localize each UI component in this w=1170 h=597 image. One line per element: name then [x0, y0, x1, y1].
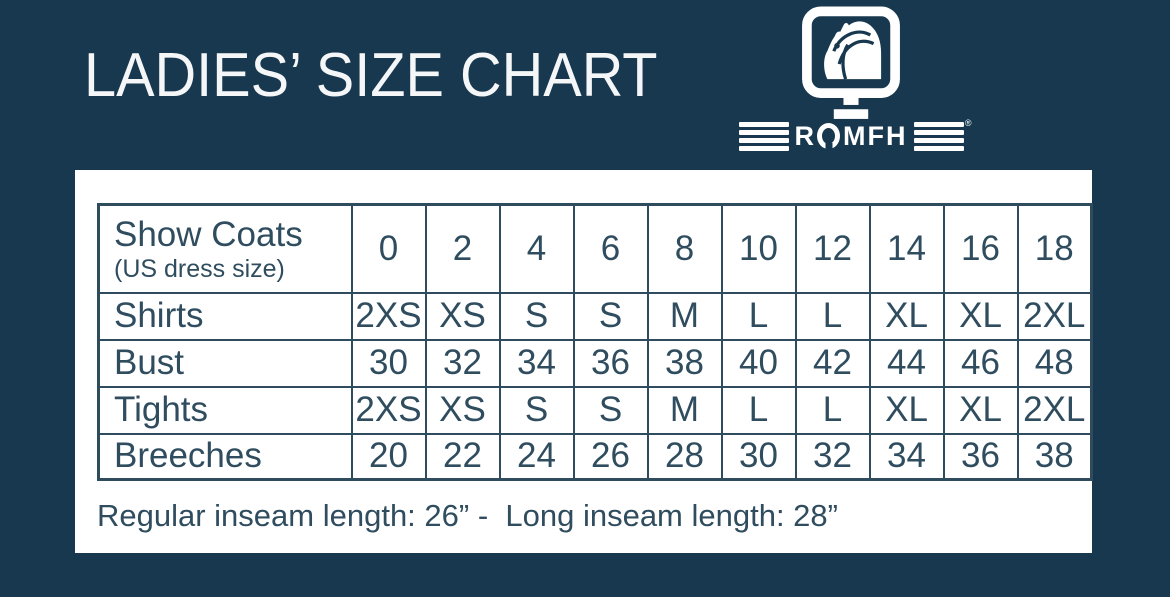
- size-cell: 38: [1016, 432, 1093, 481]
- row-label-show-coats: Show Coats (US dress size): [97, 203, 353, 294]
- table-row-breeches: Breeches 20 22 24 26 28 30 32 34 36 38: [97, 432, 1093, 481]
- size-cell: 32: [794, 432, 871, 481]
- size-cell: M: [646, 385, 723, 435]
- inseam-footnote: Regular inseam length: 26” - Long inseam…: [97, 498, 838, 533]
- row-label-text: Tights: [114, 390, 209, 430]
- brand-letters-mfh: MFH: [843, 121, 908, 151]
- size-cell: 46: [942, 338, 1019, 388]
- size-cell: 44: [868, 338, 945, 388]
- size-cell: L: [794, 385, 871, 435]
- size-cell: 34: [498, 338, 575, 388]
- size-cell: S: [498, 291, 575, 341]
- size-cell: 36: [572, 338, 649, 388]
- size-cell: 14: [868, 203, 945, 294]
- size-cell: 2XS: [350, 291, 427, 341]
- brand-name: R MFH: [794, 121, 908, 151]
- size-cell: 38: [646, 338, 723, 388]
- registered-mark: ®: [964, 118, 972, 128]
- size-cell: 26: [572, 432, 649, 481]
- size-cell: XS: [424, 291, 501, 341]
- table-row-show-coats: Show Coats (US dress size) 0 2 4 6 8 10 …: [97, 203, 1093, 294]
- size-cell: 2: [424, 203, 501, 294]
- size-cell: 24: [498, 432, 575, 481]
- size-cell: 34: [868, 432, 945, 481]
- size-cell: 28: [646, 432, 723, 481]
- size-cell: 48: [1016, 338, 1093, 388]
- size-cell: 4: [498, 203, 575, 294]
- size-cell: XS: [424, 385, 501, 435]
- row-label-text: Show Coats: [114, 214, 303, 254]
- size-cell: 30: [350, 338, 427, 388]
- size-cell: 42: [794, 338, 871, 388]
- brand-lines-right-icon: [913, 122, 964, 151]
- horse-monitor-icon: [802, 6, 900, 119]
- size-cell: S: [498, 385, 575, 435]
- horseshoe-o-icon: [817, 122, 841, 149]
- row-label-tights: Tights: [97, 385, 353, 435]
- size-cell: S: [572, 291, 649, 341]
- size-cell: 18: [1016, 203, 1093, 294]
- size-cell: 32: [424, 338, 501, 388]
- size-cell: XL: [868, 291, 945, 341]
- size-table: Show Coats (US dress size) 0 2 4 6 8 10 …: [97, 203, 1093, 481]
- size-cell: 16: [942, 203, 1019, 294]
- brand-letter-r: R: [794, 121, 817, 151]
- size-cell: 2XL: [1016, 385, 1093, 435]
- row-label-text: Bust: [114, 343, 185, 383]
- size-chart-panel: Show Coats (US dress size) 0 2 4 6 8 10 …: [75, 170, 1093, 553]
- table-row-bust: Bust 30 32 34 36 38 40 42 44 46 48: [97, 338, 1093, 388]
- size-cell: M: [646, 291, 723, 341]
- size-cell: 0: [350, 203, 427, 294]
- size-cell: 10: [720, 203, 797, 294]
- size-cell: 8: [646, 203, 723, 294]
- row-sublabel-text: (US dress size): [114, 254, 285, 283]
- row-label-bust: Bust: [97, 338, 353, 388]
- size-cell: 22: [424, 432, 501, 481]
- table-row-tights: Tights 2XS XS S S M L L XL XL 2XL: [97, 385, 1093, 435]
- size-cell: 20: [350, 432, 427, 481]
- size-cell: XL: [942, 291, 1019, 341]
- brand-wordmark: R MFH ®: [738, 118, 972, 151]
- size-cell: S: [572, 385, 649, 435]
- page-title: LADIES’ SIZE CHART: [84, 41, 658, 110]
- brand-logo: R MFH ®: [738, 6, 972, 151]
- row-label-shirts: Shirts: [97, 291, 353, 341]
- size-cell: L: [794, 291, 871, 341]
- table-row-shirts: Shirts 2XS XS S S M L L XL XL 2XL: [97, 291, 1093, 341]
- size-cell: 36: [942, 432, 1019, 481]
- size-cell: L: [720, 291, 797, 341]
- size-cell: L: [720, 385, 797, 435]
- row-label-text: Shirts: [114, 296, 204, 336]
- row-label-text: Breeches: [114, 436, 262, 476]
- size-cell: 40: [720, 338, 797, 388]
- row-label-breeches: Breeches: [97, 432, 353, 481]
- size-cell: XL: [942, 385, 1019, 435]
- size-cell: 30: [720, 432, 797, 481]
- size-cell: 12: [794, 203, 871, 294]
- size-cell: 2XS: [350, 385, 427, 435]
- brand-lines-left-icon: [738, 122, 789, 151]
- size-cell: XL: [868, 385, 945, 435]
- size-cell: 2XL: [1016, 291, 1093, 341]
- size-cell: 6: [572, 203, 649, 294]
